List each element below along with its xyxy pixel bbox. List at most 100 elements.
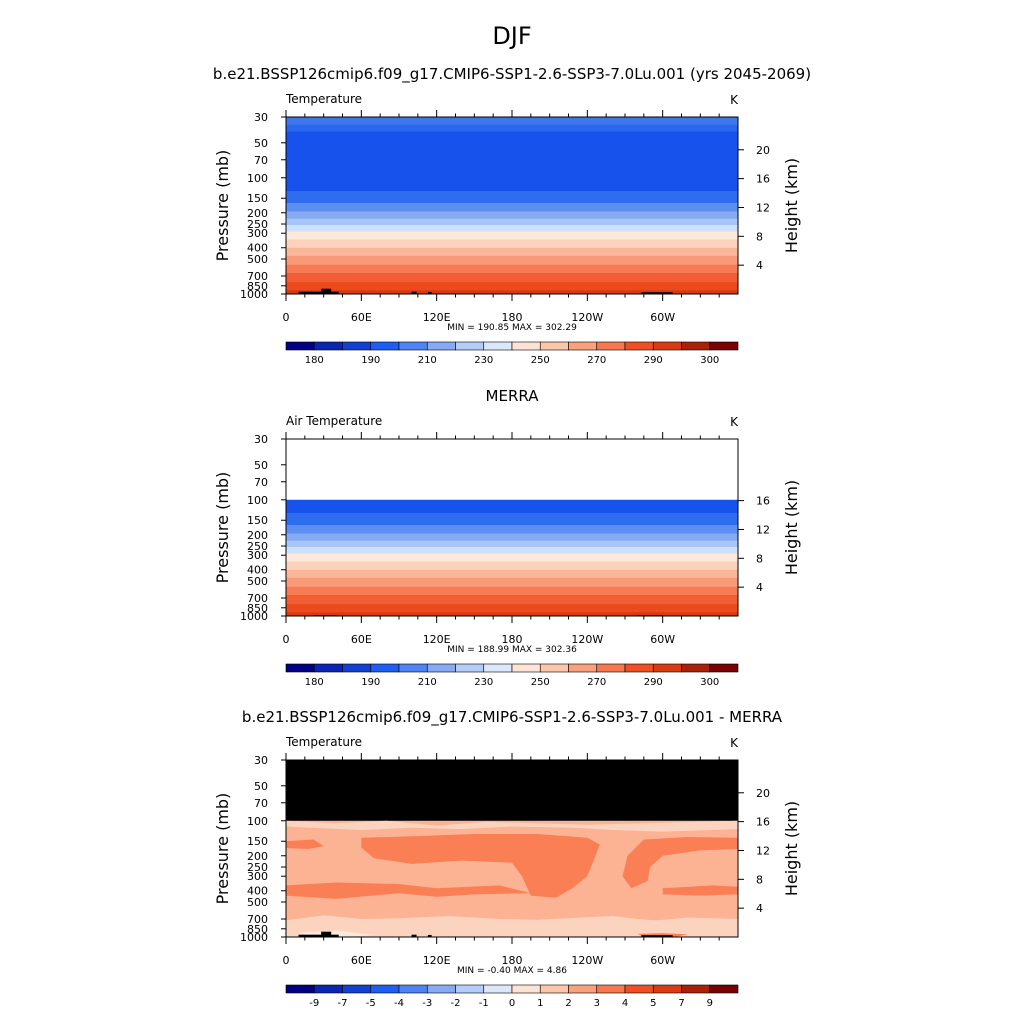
y-tick-label: 500	[247, 575, 268, 588]
y-tick-label: 150	[247, 835, 268, 848]
variable-label: Temperature	[285, 92, 362, 106]
colorbar-label: 300	[700, 677, 719, 688]
contour-band	[286, 225, 738, 233]
colorbar-swatch	[426, 663, 456, 673]
colorbar-label: 1	[537, 998, 543, 1009]
x-tick-label: 60E	[351, 633, 372, 646]
y2-tick-label: 16	[756, 173, 770, 186]
colorbar-label: 2	[565, 998, 571, 1009]
colorbar-swatch	[342, 984, 372, 994]
plot-area	[286, 760, 738, 937]
terrain-block	[298, 291, 339, 294]
x-tick-label: 120E	[423, 311, 451, 324]
colorbar-label: 180	[305, 355, 324, 366]
y-tick-label: 200	[247, 207, 268, 220]
y-tick-label: 30	[254, 111, 268, 124]
y-tick-label: 500	[247, 896, 268, 909]
colorbar-swatch	[483, 663, 513, 673]
colorbar-swatch	[455, 663, 485, 673]
contour-region	[622, 837, 738, 889]
terrain-block	[298, 934, 339, 937]
colorbar-swatch	[398, 663, 428, 673]
y2-tick-label: 20	[756, 144, 770, 157]
contour-band	[286, 239, 738, 249]
terrain-block	[411, 934, 417, 937]
contour-band	[286, 264, 738, 274]
colorbar-swatch	[483, 341, 513, 351]
contour-band	[286, 117, 738, 126]
colorbar-swatch	[511, 663, 541, 673]
colorbar-swatch	[511, 341, 541, 351]
colorbar-swatch	[596, 984, 626, 994]
y-tick-label: 850	[247, 602, 268, 615]
units-label: K	[730, 415, 739, 429]
colorbar-swatch	[539, 984, 569, 994]
plot-area	[286, 117, 738, 294]
terrain-block	[641, 935, 673, 937]
colorbar-swatch	[568, 341, 598, 351]
contour-band	[286, 612, 738, 616]
colorbar-label: -7	[338, 998, 348, 1009]
min-max-label: MIN = 190.85 MAX = 302.29	[447, 323, 577, 333]
contour-band	[286, 604, 738, 613]
colorbar-label: 250	[531, 677, 550, 688]
terrain-block	[321, 931, 332, 937]
contour-band	[286, 569, 738, 579]
colorbar-swatch	[285, 663, 315, 673]
y2-tick-label: 8	[756, 230, 763, 243]
terrain-block	[641, 292, 673, 294]
y2-tick-label: 4	[756, 259, 763, 272]
x-tick-label: 120E	[423, 954, 451, 967]
colorbar-label: 230	[474, 355, 493, 366]
x-tick-label: 120E	[423, 633, 451, 646]
colorbar-swatch	[709, 663, 739, 673]
y-tick-label: 850	[247, 280, 268, 293]
y-axis-title: Pressure (mb)	[213, 150, 232, 262]
colorbar-swatch	[709, 341, 739, 351]
y-tick-label: 200	[247, 850, 268, 863]
x-tick-label: 60E	[351, 311, 372, 324]
contour-band	[286, 561, 738, 571]
colorbar-swatch	[568, 663, 598, 673]
y2-axis-title: Height (km)	[782, 480, 801, 575]
colorbar-swatch	[709, 984, 739, 994]
colorbar-swatch	[624, 984, 654, 994]
colorbar-label: 300	[700, 355, 719, 366]
y-tick-label: 1000	[240, 288, 268, 301]
contour-band	[286, 203, 738, 212]
colorbar-label: 270	[587, 677, 606, 688]
contour-band	[286, 533, 738, 542]
y2-tick-label: 12	[756, 201, 770, 214]
x-tick-label: 120W	[571, 633, 603, 646]
colorbar-swatch	[681, 341, 711, 351]
y2-tick-label: 8	[756, 873, 763, 886]
colorbar-swatch	[596, 663, 626, 673]
units-label: K	[730, 93, 739, 107]
y-tick-label: 70	[254, 476, 268, 489]
y-tick-label: 200	[247, 529, 268, 542]
colorbar-swatch	[483, 984, 513, 994]
x-tick-label: 60E	[351, 954, 372, 967]
x-tick-label: 180	[502, 311, 523, 324]
main-title: DJF	[492, 22, 531, 50]
contour-band	[286, 547, 738, 555]
colorbar-label: 250	[531, 355, 550, 366]
y-tick-label: 250	[247, 861, 268, 874]
colorbar-swatch	[285, 984, 315, 994]
y-tick-label: 700	[247, 592, 268, 605]
x-tick-label: 180	[502, 954, 523, 967]
y2-tick-label: 8	[756, 552, 763, 565]
y-tick-label: 50	[254, 137, 268, 150]
contour-band	[286, 247, 738, 257]
plot-area	[286, 439, 738, 616]
colorbar-label: 290	[644, 355, 663, 366]
y-tick-label: 30	[254, 433, 268, 446]
colorbar-swatch	[426, 984, 456, 994]
min-max-label: MIN = -0.40 MAX = 4.86	[457, 966, 567, 976]
colorbar-swatch	[455, 341, 485, 351]
y-tick-label: 100	[247, 494, 268, 507]
y-tick-label: 70	[254, 797, 268, 810]
contour-region	[286, 839, 324, 849]
colorbar-swatch	[313, 663, 343, 673]
